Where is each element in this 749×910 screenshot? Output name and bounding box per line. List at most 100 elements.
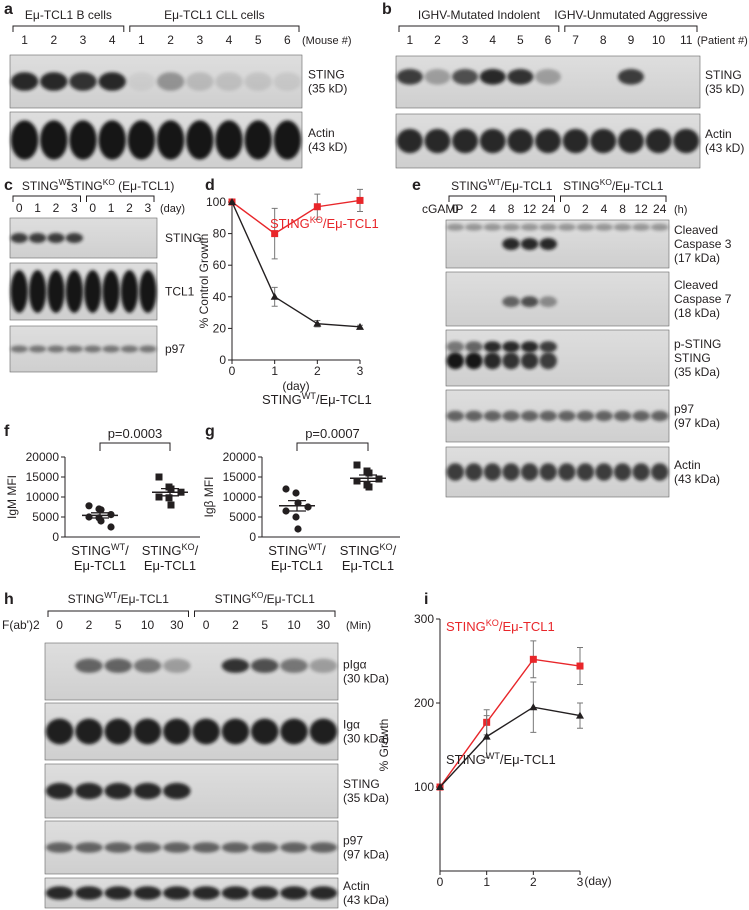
lane-label: 6	[545, 33, 552, 47]
lane-label: 3	[144, 201, 151, 215]
group-bracket	[12, 25, 125, 32]
lane-label: 5	[517, 33, 524, 47]
group-label-part: STING	[22, 179, 59, 193]
blot-band	[396, 128, 423, 154]
y-axis-label: Igβ MFI	[202, 477, 216, 518]
blot-band	[650, 410, 669, 422]
x-category-label-part: STING	[142, 543, 182, 558]
blot-band	[502, 352, 520, 370]
blot-band	[535, 128, 561, 154]
group-label-part: KO	[251, 590, 264, 600]
lane-label: 7	[572, 33, 579, 47]
group-bracket	[86, 195, 155, 202]
significance-bracket	[296, 442, 369, 451]
lane-label: 2	[53, 201, 60, 215]
lane-label: 4	[601, 202, 608, 216]
row-label: Igα (30 kDa)	[343, 718, 389, 746]
row-label-line: Igα	[343, 718, 360, 732]
y-tick-label: 100	[414, 780, 434, 794]
marker	[282, 507, 290, 515]
group-label-part: STING	[451, 179, 488, 193]
marker	[155, 493, 163, 501]
row-label: Actin (43 kDa)	[343, 879, 389, 907]
blot-band	[186, 72, 214, 91]
blot-band	[75, 658, 103, 673]
blot-band	[65, 233, 83, 243]
blot-band	[520, 410, 539, 422]
lane-label: 24	[653, 202, 667, 216]
marker	[313, 319, 322, 327]
lane-unit: (Patient #)	[697, 35, 748, 47]
y-tick-label: 100	[206, 195, 226, 209]
y-axis-label: % Control Growth	[197, 234, 211, 329]
blot-band	[396, 69, 423, 85]
blot-band	[539, 296, 557, 308]
significance-bracket	[99, 442, 171, 451]
lane-label: 3	[462, 33, 469, 47]
series-label: STINGWT/Eμ-TCL1	[262, 391, 372, 407]
blot-band	[613, 410, 632, 422]
blot-band	[163, 718, 191, 745]
row-label: Cleaved Caspase 3 (17 kDa)	[674, 223, 732, 265]
panel-label: e	[412, 177, 421, 194]
group-label-part: WT	[488, 177, 501, 187]
blot-band	[558, 223, 576, 231]
row-label-line: p-STING	[674, 337, 721, 351]
blot-band	[102, 270, 120, 313]
blot-band	[520, 223, 539, 231]
blot-band	[576, 463, 595, 481]
blot-band	[562, 128, 589, 154]
lane-label: 0	[56, 618, 63, 632]
blot-band	[102, 345, 120, 353]
blot-band	[617, 69, 644, 85]
lane-label: 0	[89, 201, 96, 215]
row-label: pIgα (30 kDa)	[343, 658, 389, 686]
y-tick-label: 200	[414, 696, 434, 710]
lane-label: 4	[489, 33, 496, 47]
blot-band	[452, 69, 479, 85]
row-label-line: (17 kDa)	[674, 251, 720, 265]
row-label-line: Caspase 7	[674, 292, 732, 306]
blot-band	[452, 128, 479, 154]
row-label-line: TCL1	[165, 285, 195, 299]
lane-label: 11	[680, 33, 693, 47]
p-value: p=0.0003	[108, 426, 163, 441]
blot-band	[465, 410, 483, 422]
marker	[228, 198, 236, 205]
group-label-part: /Eμ-TCL1	[263, 592, 315, 606]
blot-band	[47, 345, 65, 353]
blot-band	[280, 718, 308, 745]
blot-band	[133, 886, 162, 900]
group-label-part: /Eμ-TCL1	[117, 592, 169, 606]
x-category-label: STINGWT/Eμ-TCL1	[268, 542, 326, 573]
marker	[85, 502, 93, 510]
blot-band	[309, 886, 338, 900]
row-label-line: (35 kDa)	[674, 365, 720, 379]
row-label-line: Actin	[674, 458, 701, 472]
group-label: STINGKO/Eμ-TCL1	[215, 590, 316, 606]
sem-bar	[288, 499, 306, 512]
blot-band	[45, 842, 74, 853]
blot-band	[273, 120, 302, 160]
blot-band	[104, 718, 133, 745]
lane-label: 0	[16, 201, 23, 215]
group-bracket	[12, 195, 81, 202]
marker	[292, 513, 300, 521]
blot-band	[139, 345, 157, 353]
row-label-line: STING	[674, 351, 711, 365]
series-label-part: STING	[270, 216, 310, 231]
row-label: p97 (97 kDa)	[343, 834, 389, 862]
y-tick-label: 20000	[26, 450, 60, 464]
lane-label: 8	[619, 202, 626, 216]
blot-band	[520, 238, 539, 250]
x-tick-label: 2	[314, 364, 321, 378]
x-category-label-part: Eμ-TCL1	[144, 558, 196, 573]
blot-band	[483, 463, 502, 481]
blot-band	[483, 410, 502, 422]
blot-band	[40, 72, 68, 91]
row-label-line: pIgα	[343, 658, 367, 672]
series-label-part: /Eμ-TCL1	[500, 752, 556, 767]
row-label-line: STING	[308, 68, 345, 82]
series-line	[231, 201, 361, 328]
blot-band	[520, 463, 539, 481]
